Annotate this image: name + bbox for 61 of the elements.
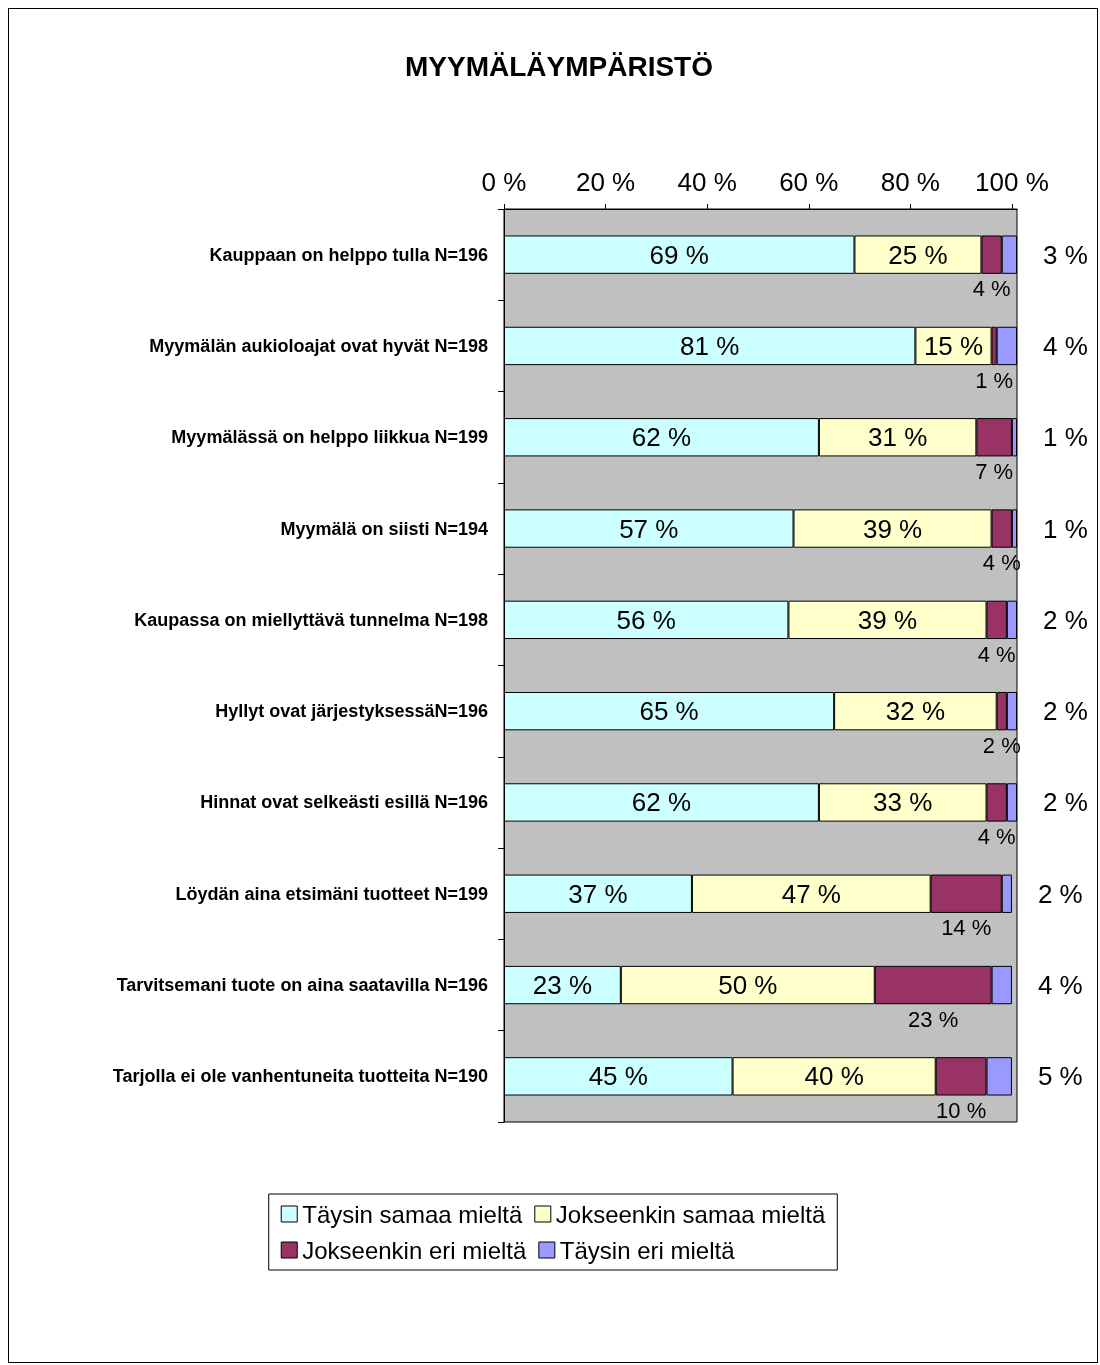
data-label: 5 % xyxy=(1037,1061,1083,1092)
y-tick-label: Tarjolla ei ole vanhentuneita tuotteita N=190 xyxy=(112,1066,488,1087)
data-label: 57 % xyxy=(619,513,679,544)
data-label: 4 % xyxy=(982,550,1021,576)
data-label: 40 % xyxy=(804,1061,864,1092)
legend-label: Täysin samaa mieltä xyxy=(302,1200,523,1228)
data-label: 2 % xyxy=(1037,878,1083,909)
data-label: 4 % xyxy=(977,824,1016,850)
data-label: 7 % xyxy=(975,458,1014,484)
chart-title: MYYMÄLÄYMPÄRISTÖ xyxy=(405,50,713,82)
x-tick-label: 60 % xyxy=(779,167,839,197)
data-label: 69 % xyxy=(649,239,709,270)
data-label: 25 % xyxy=(888,239,948,270)
data-label: 31 % xyxy=(868,422,928,453)
data-label: 39 % xyxy=(862,513,923,544)
x-tick-label: 80 % xyxy=(880,167,940,197)
y-tick-label: Hinnat ovat selkeästi esillä N=196 xyxy=(200,792,488,813)
data-label: 2 % xyxy=(982,732,1021,758)
y-tick-label: Löydän aina etsimäni tuotteet N=199 xyxy=(175,883,488,904)
y-tick-label: Myymälän aukioloajat ovat hyvät N=198 xyxy=(149,335,488,356)
data-label: 2 % xyxy=(1043,604,1088,635)
data-label: 39 % xyxy=(857,604,918,635)
y-tick-label: Kaupassa on miellyttävä tunnelma N=198 xyxy=(134,609,488,630)
legend-label: Jokseenkin eri mieltä xyxy=(302,1236,527,1264)
y-tick-label: Tarvitsemani tuote on aina saatavilla N=196 xyxy=(116,975,488,996)
data-label: 62 % xyxy=(631,422,692,453)
x-tick-label: 40 % xyxy=(677,167,737,197)
data-label: 65 % xyxy=(639,696,699,727)
data-label: 14 % xyxy=(941,915,992,941)
data-label: 15 % xyxy=(923,330,984,361)
data-label: 4 % xyxy=(1037,970,1083,1001)
data-label: 4 % xyxy=(1043,330,1088,361)
y-tick-label: Myymälässä on helppo liikkua N=199 xyxy=(171,427,488,448)
y-tick-label: Myymälä on siisti N=194 xyxy=(280,518,488,539)
data-label: 2 % xyxy=(1043,696,1088,727)
data-label: 3 % xyxy=(1043,239,1088,270)
data-label: 45 % xyxy=(588,1061,648,1092)
data-label: 81 % xyxy=(680,330,740,361)
legend-label: Täysin eri mieltä xyxy=(559,1236,736,1264)
data-label: 32 % xyxy=(885,696,946,727)
data-label: 10 % xyxy=(936,1098,987,1124)
data-label: 50 % xyxy=(718,970,778,1001)
data-label: 23 % xyxy=(908,1006,959,1032)
y-tick-label: Hyllyt ovat järjestyksessäN=196 xyxy=(215,701,488,722)
data-label: 56 % xyxy=(616,604,676,635)
y-tick-label: Kauppaan on helppo tulla N=196 xyxy=(209,244,488,265)
data-label: 1 % xyxy=(975,367,1014,393)
data-label: 2 % xyxy=(1043,787,1088,818)
data-label: 47 % xyxy=(781,878,841,909)
data-label: 4 % xyxy=(972,276,1011,302)
data-label: 4 % xyxy=(977,641,1016,667)
data-label: 37 % xyxy=(568,878,628,909)
data-label: 23 % xyxy=(532,970,593,1001)
x-tick-label: 100 % xyxy=(975,167,1049,197)
data-label: 1 % xyxy=(1043,422,1088,453)
data-label: 1 % xyxy=(1043,513,1088,544)
data-label: 62 % xyxy=(631,787,692,818)
data-label: 33 % xyxy=(873,787,933,818)
legend-label: Jokseenkin samaa mieltä xyxy=(555,1200,826,1228)
x-tick-label: 0 % xyxy=(481,167,527,197)
x-tick-label: 20 % xyxy=(575,167,636,197)
